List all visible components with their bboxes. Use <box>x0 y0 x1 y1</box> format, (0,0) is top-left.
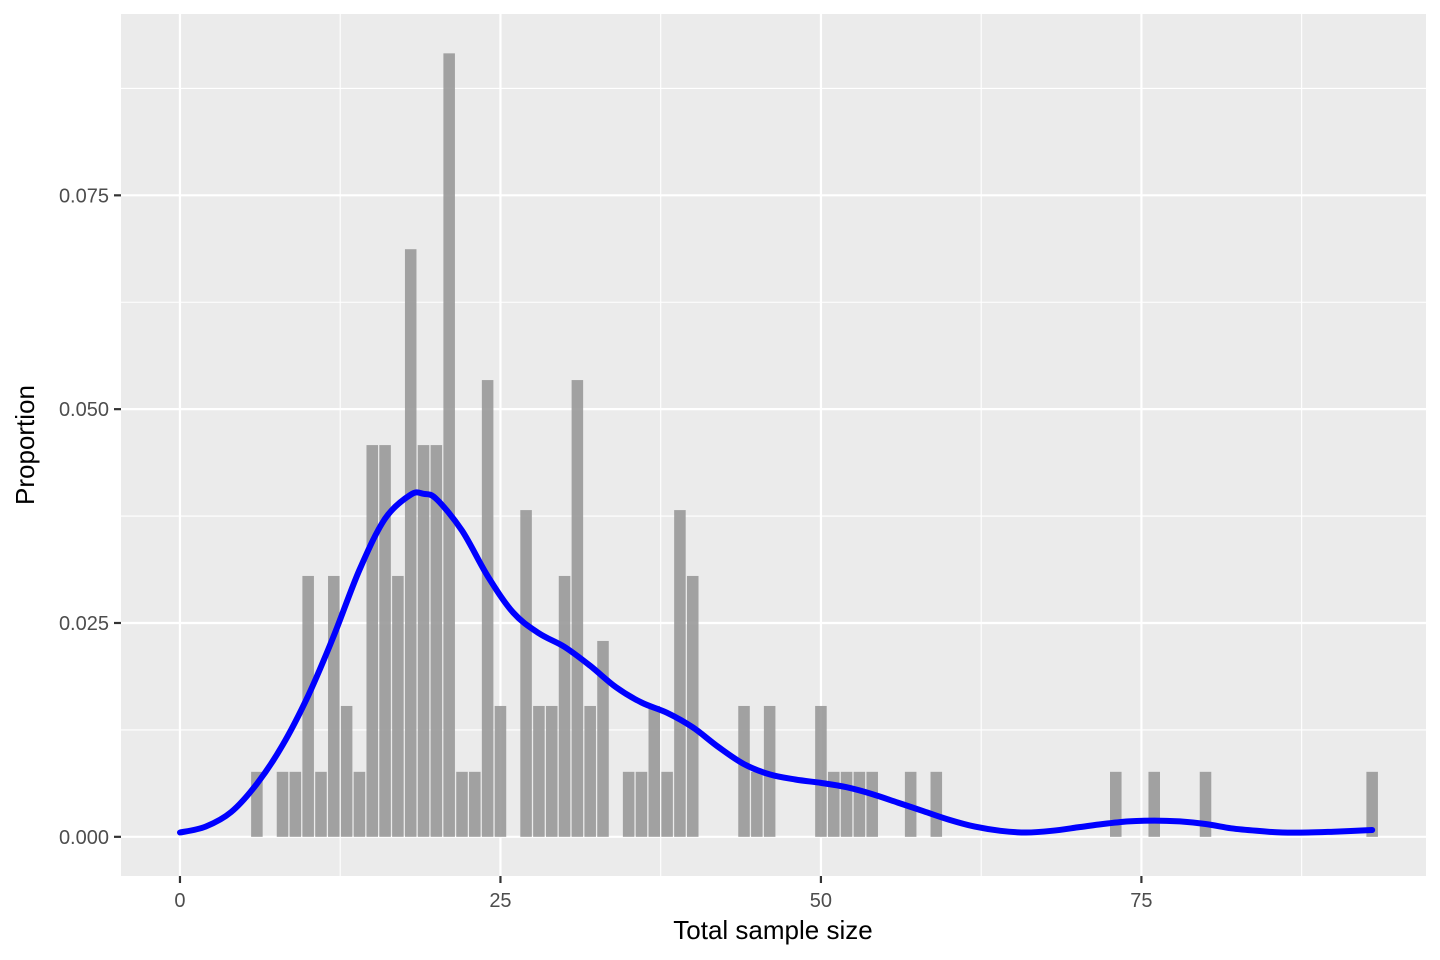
bar <box>648 705 661 837</box>
bar <box>366 445 379 837</box>
bar <box>340 705 353 837</box>
grid-minor <box>121 14 1426 876</box>
bar <box>520 510 532 837</box>
bar <box>392 575 404 837</box>
bar <box>840 771 853 837</box>
bar <box>1148 771 1161 837</box>
bar <box>469 771 481 837</box>
bar <box>353 771 366 837</box>
bar <box>1199 771 1212 837</box>
bar <box>404 249 417 837</box>
y-tick-label: 0.075 <box>59 185 109 207</box>
x-tick-label: 25 <box>489 890 511 912</box>
bar <box>456 771 468 837</box>
bar <box>827 771 840 837</box>
bar <box>289 771 302 837</box>
x-axis: 0 25 50 75 <box>174 876 1153 912</box>
bar <box>545 705 558 837</box>
bar <box>533 705 545 837</box>
bar <box>686 575 699 837</box>
bar <box>597 640 609 837</box>
y-tick-label: 0.050 <box>59 399 109 421</box>
bar <box>430 445 443 837</box>
bar <box>558 575 571 837</box>
y-axis: 0.000 0.025 0.050 0.075 <box>59 185 121 849</box>
bar <box>584 705 596 837</box>
y-tick-label: 0.000 <box>59 827 109 849</box>
bar <box>494 705 507 837</box>
bar <box>276 771 289 837</box>
bar <box>866 771 878 837</box>
bar <box>622 771 635 837</box>
bar <box>571 380 584 837</box>
bar <box>481 380 494 837</box>
bar <box>328 575 340 837</box>
bar <box>302 575 314 837</box>
bar <box>315 771 327 837</box>
bar <box>738 705 750 837</box>
x-tick-label: 0 <box>174 890 185 912</box>
bar <box>251 771 263 837</box>
y-tick-label: 0.025 <box>59 613 109 635</box>
density-line <box>177 489 1376 836</box>
bar <box>815 705 827 837</box>
bar <box>635 771 648 837</box>
x-tick-label: 50 <box>810 890 832 912</box>
bar <box>674 510 686 837</box>
y-axis-title: Proportion <box>10 385 40 505</box>
bar <box>443 53 455 837</box>
bar <box>661 771 673 837</box>
bar <box>379 445 391 837</box>
bar <box>1110 771 1122 837</box>
bar <box>853 771 866 837</box>
bar <box>751 771 763 837</box>
bar <box>930 771 943 837</box>
bar <box>1366 771 1378 837</box>
x-axis-title: Total sample size <box>673 915 872 945</box>
bar <box>417 445 430 837</box>
x-tick-label: 75 <box>1130 890 1152 912</box>
